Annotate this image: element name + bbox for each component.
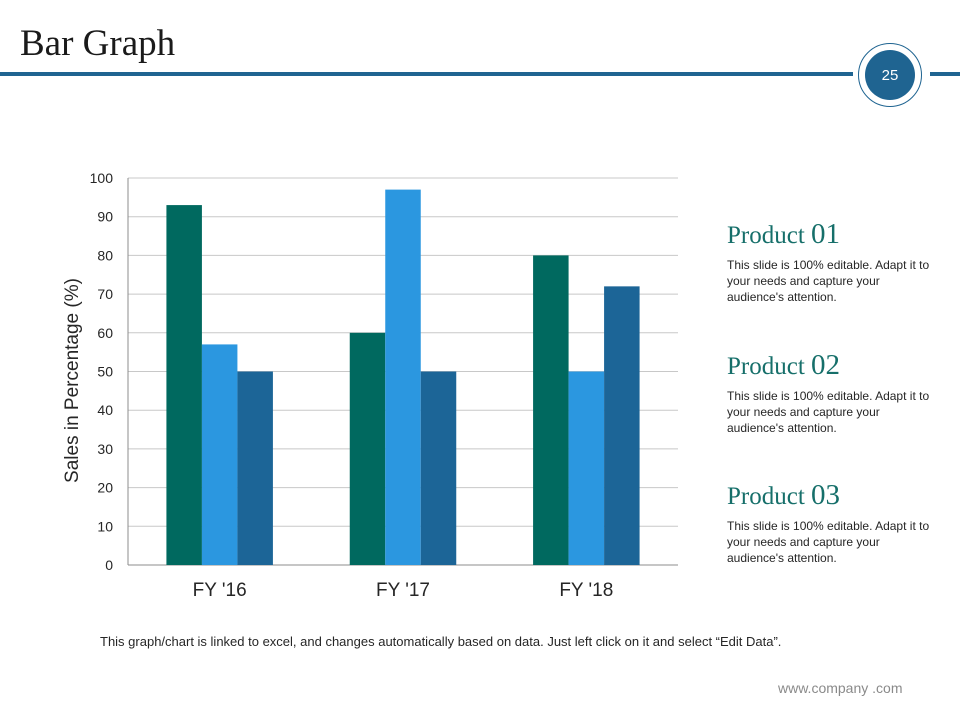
y-tick-label: 30	[97, 441, 113, 457]
product-03-label: Product	[727, 483, 805, 510]
product-03-number: 03	[811, 479, 841, 511]
bar	[385, 189, 421, 566]
y-tick-label: 50	[97, 364, 113, 380]
product-03-title: Product 03	[727, 479, 937, 512]
chart-footnote: This graph/chart is linked to excel, and…	[100, 634, 782, 649]
y-tick-label: 40	[97, 402, 113, 418]
header-divider-right	[930, 72, 960, 76]
bar	[349, 332, 386, 565]
x-tick-label: FY '17	[376, 580, 430, 601]
y-tick-label: 20	[97, 480, 113, 496]
y-tick-label: 60	[97, 325, 113, 341]
bar	[420, 371, 457, 565]
header-divider	[0, 72, 853, 76]
x-tick-label: FY '18	[559, 580, 613, 601]
product-01-number: 01	[811, 218, 841, 250]
y-tick-label: 70	[97, 286, 113, 302]
product-03-text: This slide is 100% editable. Adapt it to…	[727, 519, 930, 565]
bar	[201, 344, 238, 565]
bar	[533, 255, 569, 565]
y-tick-label: 90	[97, 209, 113, 225]
x-tick-label: FY '16	[193, 580, 247, 601]
bar	[166, 205, 202, 565]
y-tick-label: 80	[97, 247, 113, 263]
bar	[568, 371, 605, 565]
product-02-label: Product	[727, 353, 805, 380]
y-tick-label: 10	[97, 518, 113, 534]
product-03-block: Product 03 This slide is 100% editable. …	[727, 479, 937, 566]
product-01-text: This slide is 100% editable. Adapt it to…	[727, 258, 930, 304]
product-01-block: Product 01 This slide is 100% editable. …	[727, 218, 937, 305]
product-02-number: 02	[811, 349, 841, 381]
slide-title: Bar Graph	[20, 23, 176, 64]
product-02-block: Product 02 This slide is 100% editable. …	[727, 349, 937, 436]
bar	[604, 286, 640, 565]
product-01-label: Product	[727, 222, 805, 249]
y-tick-label: 0	[105, 557, 113, 573]
page-number-badge: 25	[865, 50, 915, 100]
bar	[237, 371, 273, 565]
y-tick-label: 100	[90, 170, 114, 186]
product-01-title: Product 01	[727, 218, 937, 251]
website-url: www.company .com	[778, 680, 903, 696]
product-02-text: This slide is 100% editable. Adapt it to…	[727, 389, 930, 435]
product-02-title: Product 02	[727, 349, 937, 382]
y-axis-title: Sales in Percentage (%)	[62, 278, 83, 483]
